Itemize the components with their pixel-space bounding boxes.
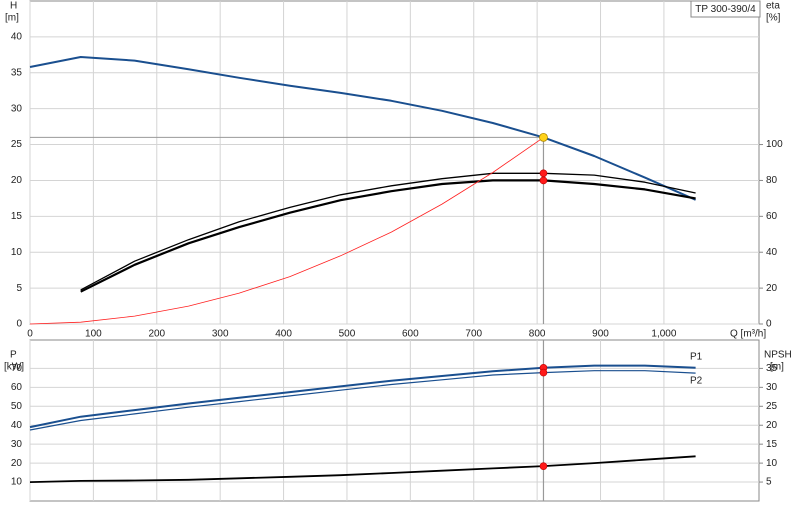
x-tick-label: 200: [148, 329, 165, 340]
y2-tick-label: 10: [766, 458, 778, 469]
series-line: [29, 137, 544, 325]
duty-marker: [539, 169, 548, 178]
y-tick-label: 0: [16, 319, 22, 330]
y2-axis-label: NPSH: [764, 350, 792, 361]
y-tick-label: 20: [11, 175, 23, 186]
y-tick-label: 40: [11, 420, 23, 431]
x-tick-label: 500: [339, 329, 356, 340]
y2-tick-label: 40: [766, 247, 778, 258]
duty-marker: [539, 462, 548, 470]
x-tick-label: 1,000: [651, 329, 676, 340]
series-line: [80, 172, 696, 291]
y2-axis-unit: [m]: [770, 362, 784, 373]
y-axis-label: P: [10, 350, 17, 361]
series-line: [29, 364, 696, 429]
chart-title: TP 300-390/4: [695, 4, 756, 15]
y2-tick-label: 35: [766, 363, 778, 374]
duty-marker: [539, 176, 548, 185]
y-tick-label: 10: [11, 247, 23, 258]
title-box: [690, 0, 761, 18]
y-tick-label: 50: [11, 401, 23, 412]
y-tick-label: 30: [11, 439, 23, 450]
duty-marker: [539, 368, 548, 377]
plot-frame: [29, 339, 760, 502]
y-tick-label: 70: [11, 363, 23, 374]
y-tick-label: 10: [11, 477, 23, 488]
series-line: [29, 455, 696, 483]
y2-tick-label: 20: [766, 283, 778, 294]
y2-tick-label: 25: [766, 401, 778, 412]
y2-tick-label: 0: [766, 319, 772, 330]
series-line: [80, 179, 696, 293]
y2-tick-label: 20: [766, 420, 778, 431]
y-axis-label: H: [10, 1, 17, 12]
series-label: P1: [690, 352, 703, 363]
x-tick-label: 400: [275, 329, 292, 340]
y2-tick-label: 100: [766, 139, 783, 150]
x-tick-label: 900: [592, 329, 609, 340]
x-tick-label: 300: [212, 329, 229, 340]
y-tick-label: 40: [11, 32, 23, 43]
y-tick-label: 35: [11, 67, 23, 78]
series-label: P2: [690, 376, 703, 387]
y2-axis-unit: [%]: [766, 13, 781, 24]
x-tick-label: 100: [85, 329, 102, 340]
y2-axis-label: eta: [766, 1, 780, 12]
y2-tick-label: 30: [766, 382, 778, 393]
x-axis-label: Q [m³/h]: [730, 329, 766, 340]
plot-layer: 0 100 200 300 400 500 600 700 800 900 1,0000510152…: [11, 0, 783, 502]
duty-point: [539, 132, 548, 142]
y-tick-label: 5: [16, 283, 22, 294]
plot-frame: [29, 0, 760, 325]
series-line: [29, 56, 697, 201]
y2-tick-label: 60: [766, 211, 778, 222]
x-tick-label: 700: [465, 329, 482, 340]
y2-tick-label: 80: [766, 175, 778, 186]
series-line: [29, 370, 696, 431]
y-tick-label: 60: [11, 382, 23, 393]
y-tick-label: 30: [11, 103, 23, 114]
y-axis-unit: [kW]: [4, 362, 24, 373]
y-tick-label: 20: [11, 458, 23, 469]
x-tick-label: 0: [27, 329, 33, 340]
x-tick-label: 800: [529, 329, 546, 340]
y2-tick-label: 5: [766, 477, 772, 488]
y2-tick-label: 15: [766, 439, 778, 450]
y-tick-label: 25: [11, 139, 23, 150]
y-tick-label: 15: [11, 211, 23, 222]
x-tick-label: 600: [402, 329, 419, 340]
y-axis-unit: [m]: [5, 13, 19, 24]
